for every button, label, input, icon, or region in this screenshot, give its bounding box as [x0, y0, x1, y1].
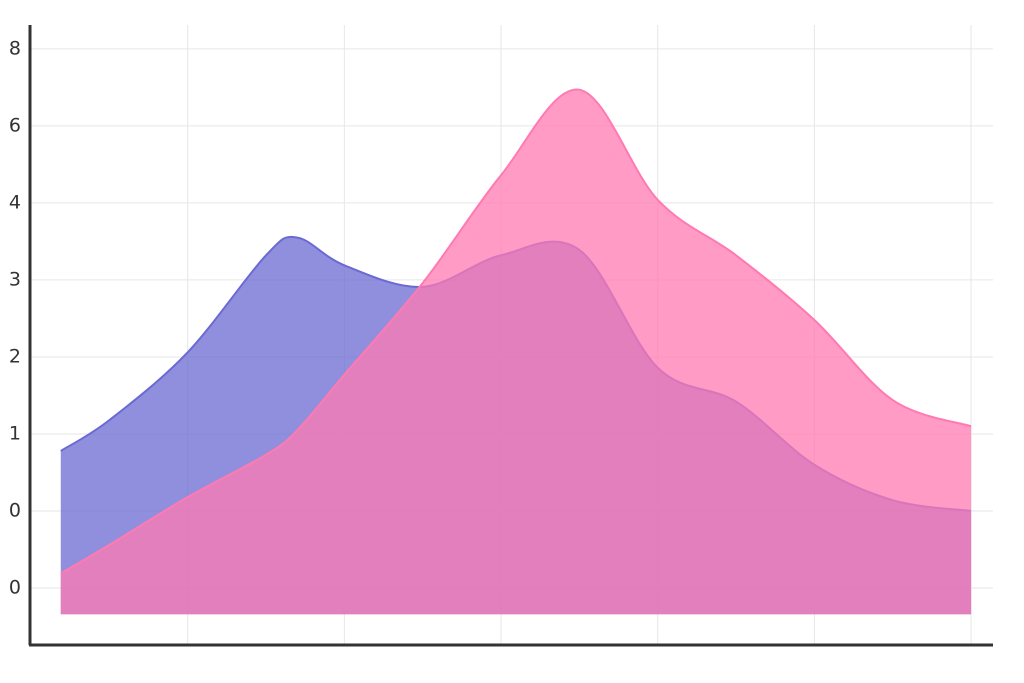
area-line — [60, 88, 972, 575]
y-tick-label: 8 — [9, 37, 21, 59]
area — [60, 89, 972, 615]
y-tick-label: 0 — [9, 499, 21, 521]
y-tick-label: 6 — [9, 114, 21, 136]
y-tick-label: 3 — [9, 268, 21, 290]
y-tick-label: 2 — [9, 345, 21, 367]
y-tick-label: 0 — [9, 577, 21, 599]
y-tick-label: 1 — [9, 422, 21, 444]
y-tick-label: 4 — [9, 191, 21, 213]
